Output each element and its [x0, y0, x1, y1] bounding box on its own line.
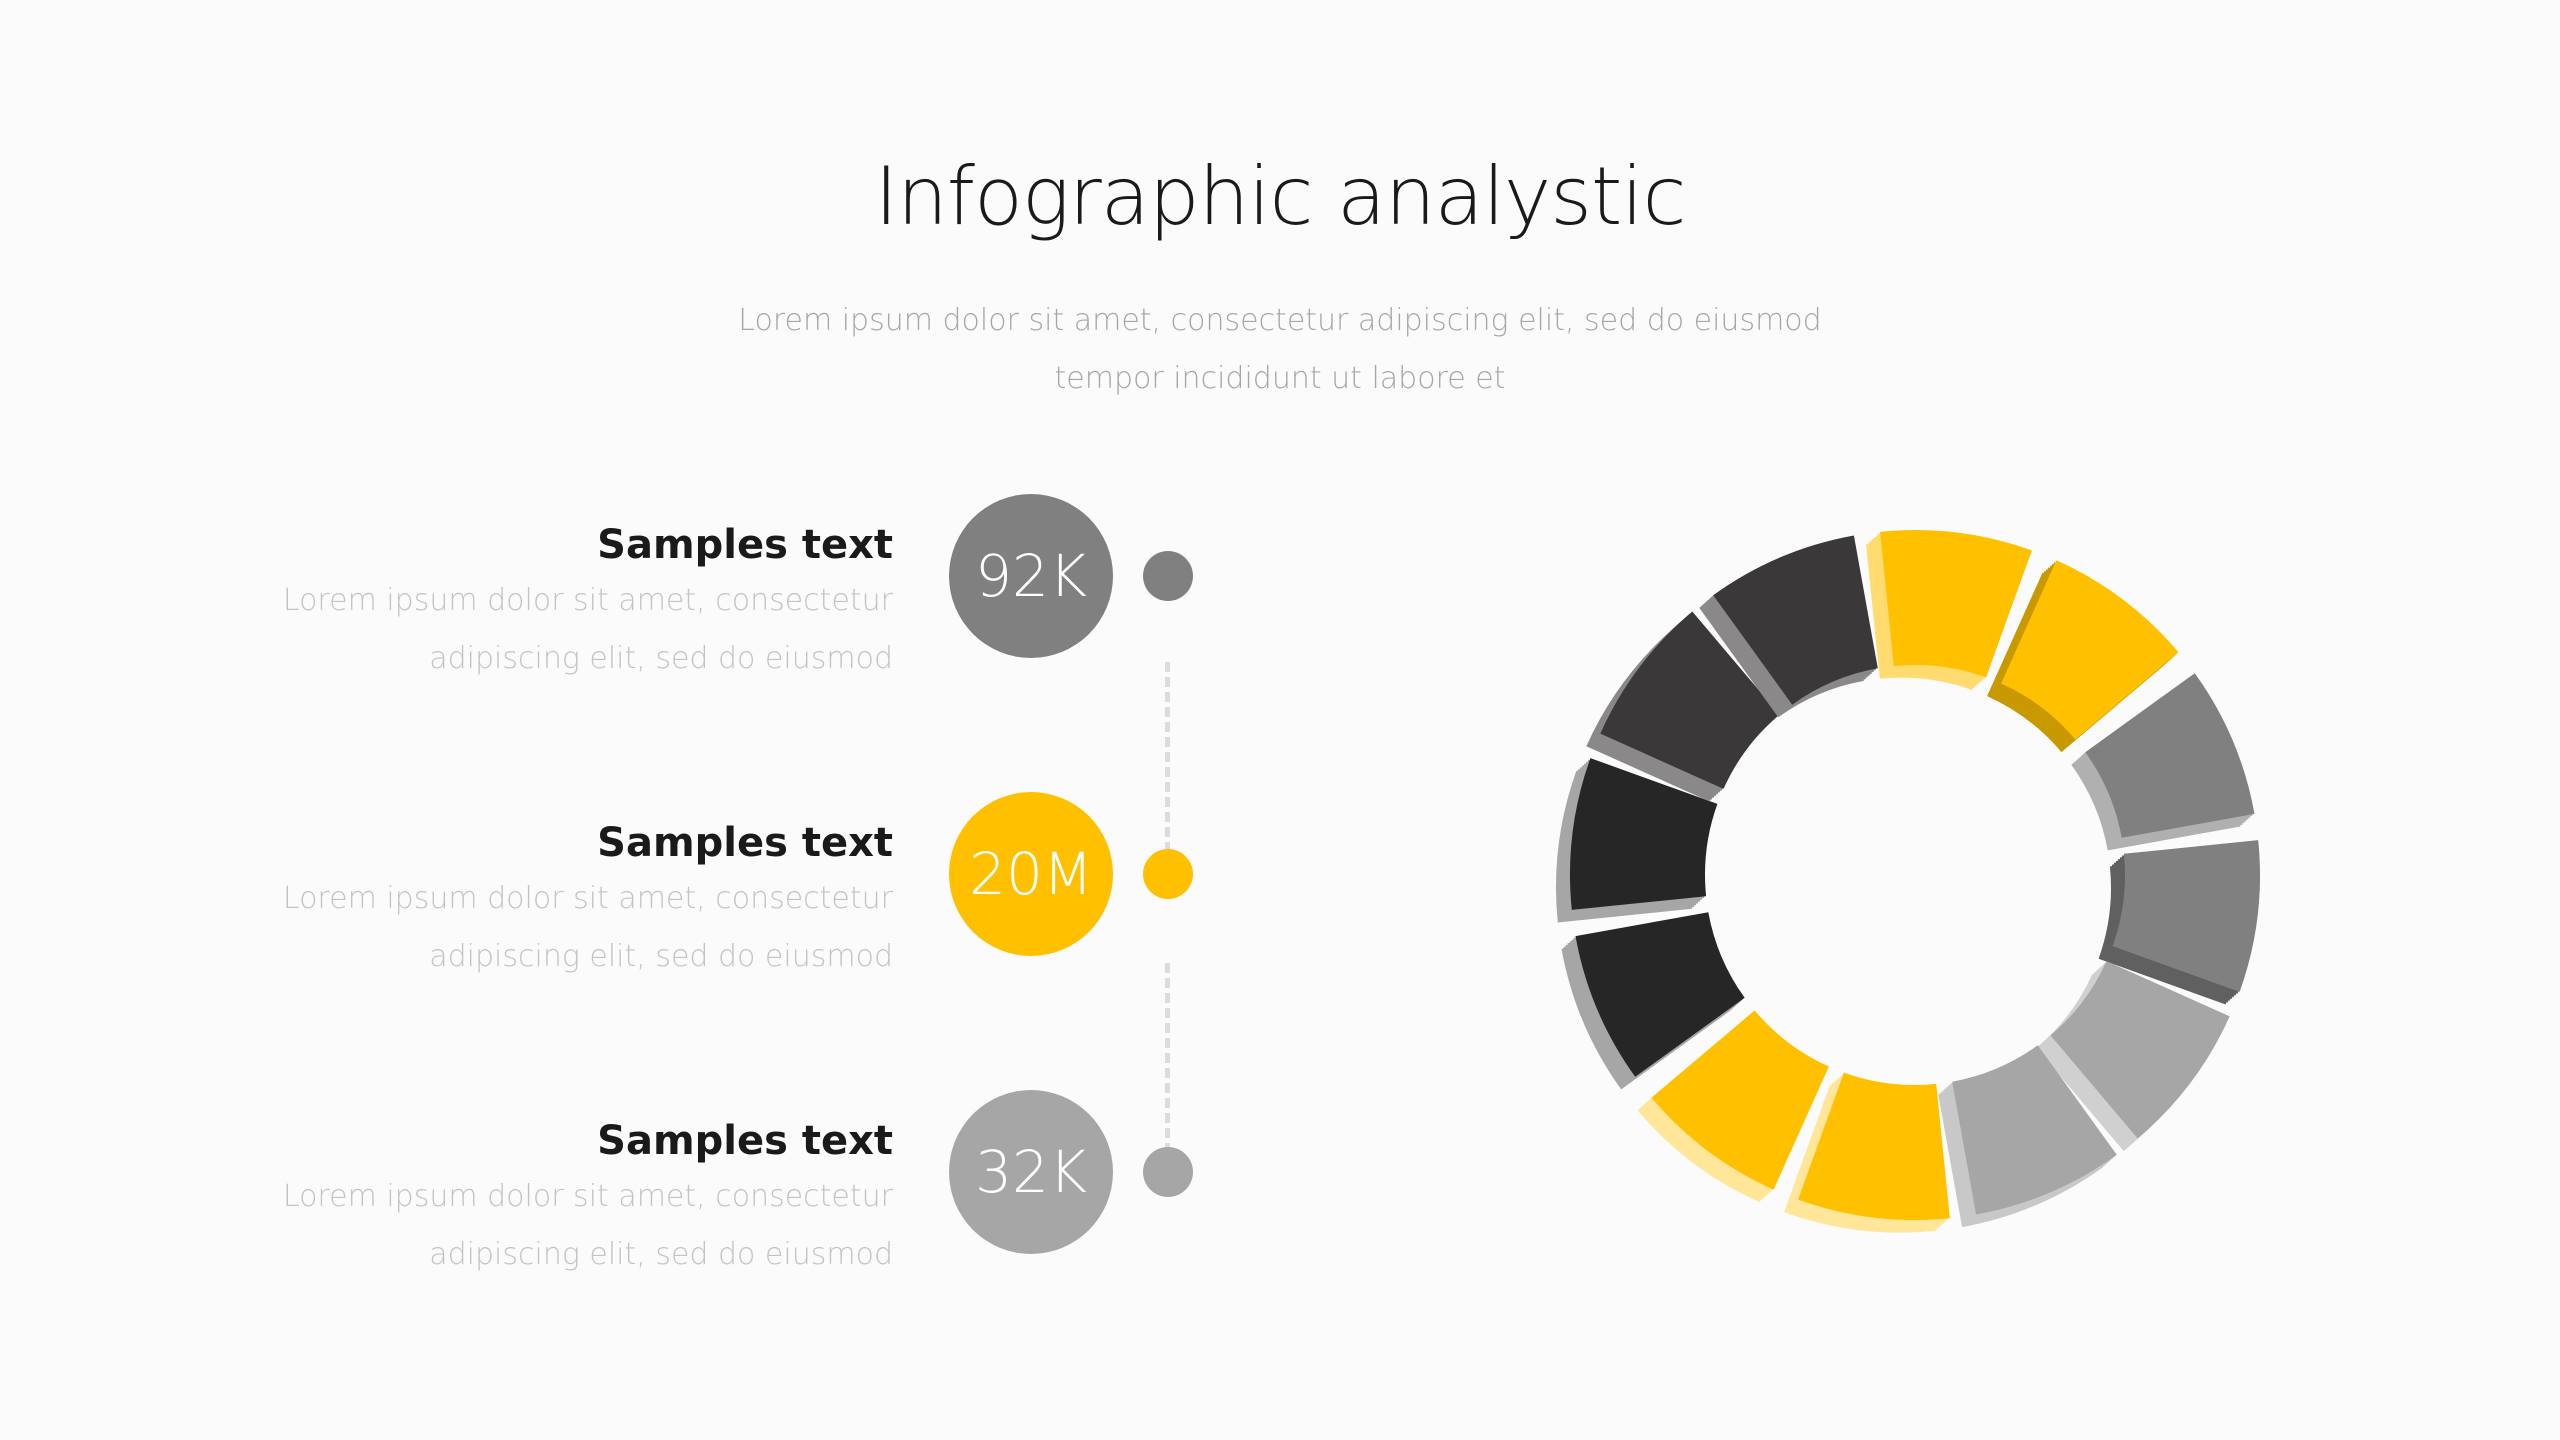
timeline-dot [1143, 849, 1193, 899]
donut-segment [1586, 611, 1780, 802]
donut-segment [1866, 530, 2032, 690]
donut-segment-face [1600, 611, 1780, 789]
stat-heading: Samples text [597, 1118, 893, 1164]
donut-segment-face [1651, 1010, 1829, 1190]
description-line: adipiscing elit, sed do eiusmod [429, 939, 893, 974]
donut-segment-face [1798, 1072, 1950, 1220]
donut-segment-face [1952, 1045, 2117, 1215]
stat-description: Lorem ipsum dolor sit amet, consectetur … [193, 870, 893, 986]
subtitle-line: Lorem ipsum dolor sit amet, consectetur … [738, 303, 1822, 338]
donut-segment-face [1570, 758, 1718, 910]
stat-heading: Samples text [597, 820, 893, 866]
description-line: adipiscing elit, sed do eiusmod [429, 1237, 893, 1272]
donut-segment [2098, 840, 2260, 1005]
donut-segment [2071, 673, 2255, 851]
stat-value-circle: 20M [949, 792, 1113, 956]
donut-segment-face [2112, 840, 2260, 992]
donut-segment [1556, 758, 1718, 923]
segmented-donut-graphic [1556, 530, 2260, 1233]
subtitle-line: tempor incididunt ut labore et [1054, 361, 1506, 396]
donut-segment-face [1575, 912, 1745, 1077]
donut-segment [1561, 912, 1745, 1090]
donut-segment [1784, 1072, 1950, 1233]
timeline-dot [1143, 551, 1193, 601]
donut-segment [1699, 535, 1878, 718]
donut-segment-face [1880, 530, 2032, 678]
donut-segment [2036, 961, 2230, 1152]
stat-description: Lorem ipsum dolor sit amet, consectetur … [193, 1168, 893, 1284]
stat-description: Lorem ipsum dolor sit amet, consectetur … [193, 572, 893, 688]
description-line: Lorem ipsum dolor sit amet, consectetur [282, 583, 893, 618]
timeline-dot [1143, 1147, 1193, 1197]
stat-item-3: Samples text Lorem ipsum dolor sit amet,… [0, 1090, 2560, 1318]
description-line: adipiscing elit, sed do eiusmod [429, 641, 893, 676]
page-subtitle: Lorem ipsum dolor sit amet, consectetur … [680, 292, 1880, 408]
stat-item-1: Samples text Lorem ipsum dolor sit amet,… [0, 494, 2560, 722]
description-line: Lorem ipsum dolor sit amet, consectetur [282, 881, 893, 916]
donut-segment [1987, 560, 2179, 753]
donut-segment-face [2001, 560, 2179, 740]
stat-item-2: Samples text Lorem ipsum dolor sit amet,… [0, 792, 2560, 1020]
stat-heading: Samples text [597, 522, 893, 568]
donut-segment-face [2085, 673, 2255, 838]
donut-segment [1637, 1010, 1829, 1203]
stat-value-circle: 32K [949, 1090, 1113, 1254]
donut-segment [1938, 1045, 2117, 1228]
donut-segment-face [1713, 535, 1878, 705]
timeline-connector [1165, 963, 1170, 1153]
donut-segment-face [2050, 961, 2230, 1139]
page-title: Infographic analystic [874, 150, 1686, 243]
timeline-connector [1165, 662, 1170, 852]
stat-value-circle: 92K [949, 494, 1113, 658]
description-line: Lorem ipsum dolor sit amet, consectetur [282, 1179, 893, 1214]
